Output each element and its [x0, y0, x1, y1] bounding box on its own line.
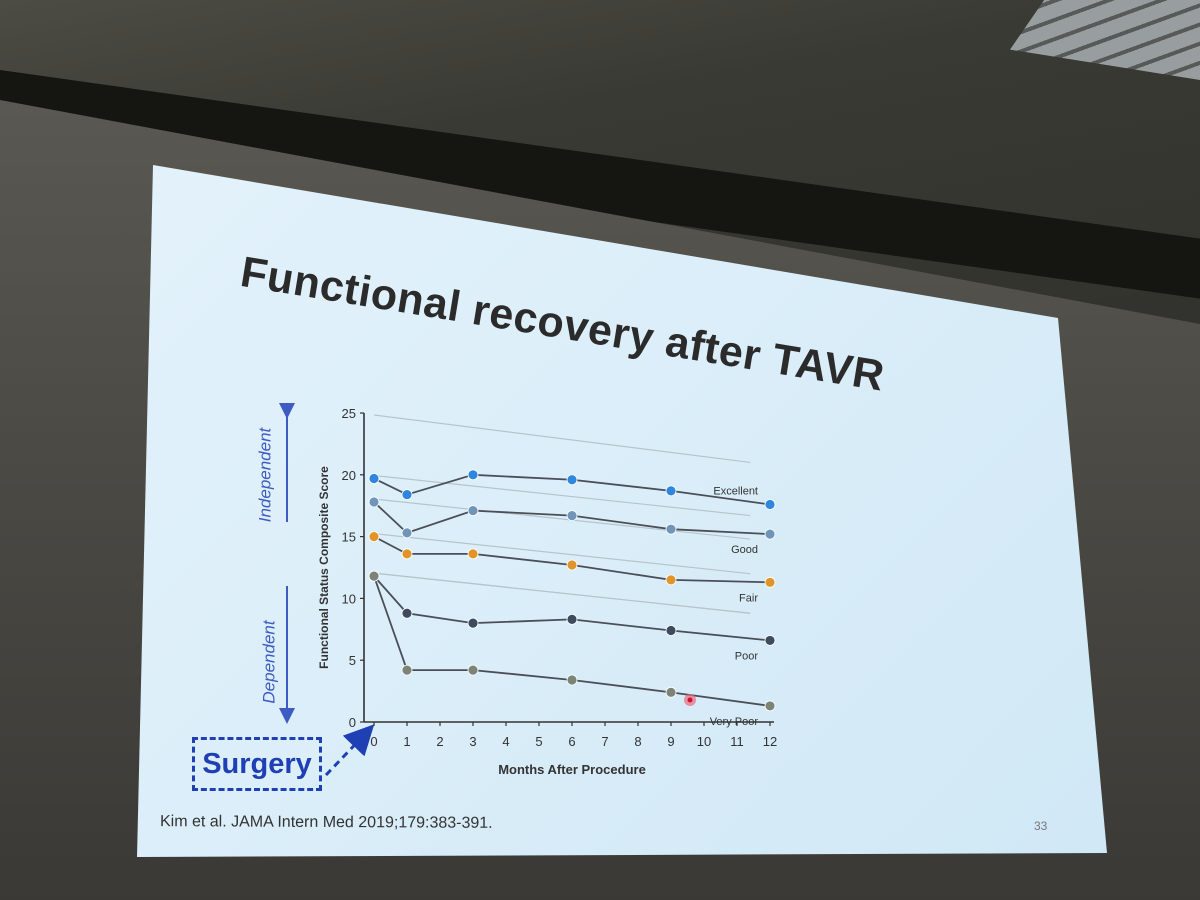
data-point-very-poor [368, 570, 380, 582]
data-point-fair [566, 559, 578, 571]
data-point-fair [368, 531, 380, 542]
data-point-excellent [401, 489, 413, 500]
series-line-excellent [373, 473, 771, 506]
x-tick-label: 6 [568, 734, 575, 749]
data-point-poor [764, 635, 776, 646]
data-point-excellent [368, 473, 380, 484]
y-tick-label: 15 [342, 530, 356, 545]
series-line-fair [373, 535, 771, 584]
data-point-very-poor [566, 674, 578, 686]
x-tick-label: 3 [469, 734, 476, 749]
x-tick-label: 8 [634, 734, 641, 749]
series-line-very-poor [373, 575, 771, 707]
data-point-fair [401, 548, 413, 560]
series-label-good: Good [731, 544, 758, 556]
dependent-label: Dependent [259, 620, 279, 704]
data-point-good [566, 510, 578, 521]
data-point-good [368, 496, 380, 508]
data-point-good [665, 523, 677, 535]
reference-line-excellent [373, 474, 751, 517]
data-point-excellent [665, 485, 677, 497]
x-tick-label: 12 [763, 734, 777, 749]
y-tick-label: 0 [349, 715, 356, 730]
data-point-poor [566, 614, 578, 625]
y-tick-label: 10 [342, 591, 356, 606]
x-tick-label: 5 [535, 734, 542, 749]
x-tick-label: 4 [502, 734, 509, 749]
citation: Kim et al. JAMA Intern Med 2019;179:383-… [159, 813, 493, 832]
x-axis-title: Months After Procedure [498, 762, 646, 777]
data-point-excellent [566, 474, 578, 486]
data-point-good [401, 527, 413, 539]
series-label-very-poor: Very Poor [710, 716, 759, 728]
reference-line-good [373, 498, 751, 540]
data-point-very-poor [665, 686, 677, 698]
data-point-poor [401, 607, 413, 619]
data-point-very-poor [467, 664, 479, 676]
x-tick-label: 10 [697, 734, 711, 749]
y-tick-label: 5 [349, 653, 356, 668]
data-point-poor [467, 617, 479, 629]
data-point-poor [665, 625, 677, 636]
independent-label: Independent [255, 427, 275, 523]
laser-pointer-center [687, 697, 693, 703]
x-tick-label: 11 [730, 734, 744, 749]
reference-line-very-poor [373, 572, 751, 614]
series-label-fair: Fair [739, 592, 758, 604]
data-point-fair [665, 574, 677, 586]
y-tick-label: 25 [342, 406, 356, 421]
data-point-fair [467, 548, 479, 560]
x-tick-label: 0 [370, 734, 377, 749]
reference-line-top [373, 414, 751, 464]
data-point-good [467, 505, 479, 517]
series-line-good [373, 501, 771, 536]
data-point-very-poor [764, 700, 776, 712]
series-label-poor: Poor [735, 650, 759, 662]
x-tick-label: 7 [601, 734, 608, 749]
series-label-excellent: Excellent [713, 485, 758, 497]
reference-line-fair [373, 533, 751, 575]
x-tick-label: 9 [667, 734, 674, 749]
data-point-fair [764, 576, 776, 588]
series-line-poor [373, 575, 771, 642]
slide-number: 33 [1034, 819, 1048, 833]
y-tick-label: 20 [342, 468, 356, 483]
x-tick-label: 2 [436, 734, 443, 749]
x-tick-label: 1 [403, 734, 410, 749]
data-point-good [764, 528, 776, 540]
y-axis-title: Functional Status Composite Score [317, 466, 331, 669]
data-point-excellent [467, 469, 479, 481]
data-point-very-poor [401, 664, 413, 676]
surgery-callout: Surgery [192, 737, 322, 791]
data-point-excellent [764, 499, 776, 510]
surgery-arrow [324, 724, 375, 777]
